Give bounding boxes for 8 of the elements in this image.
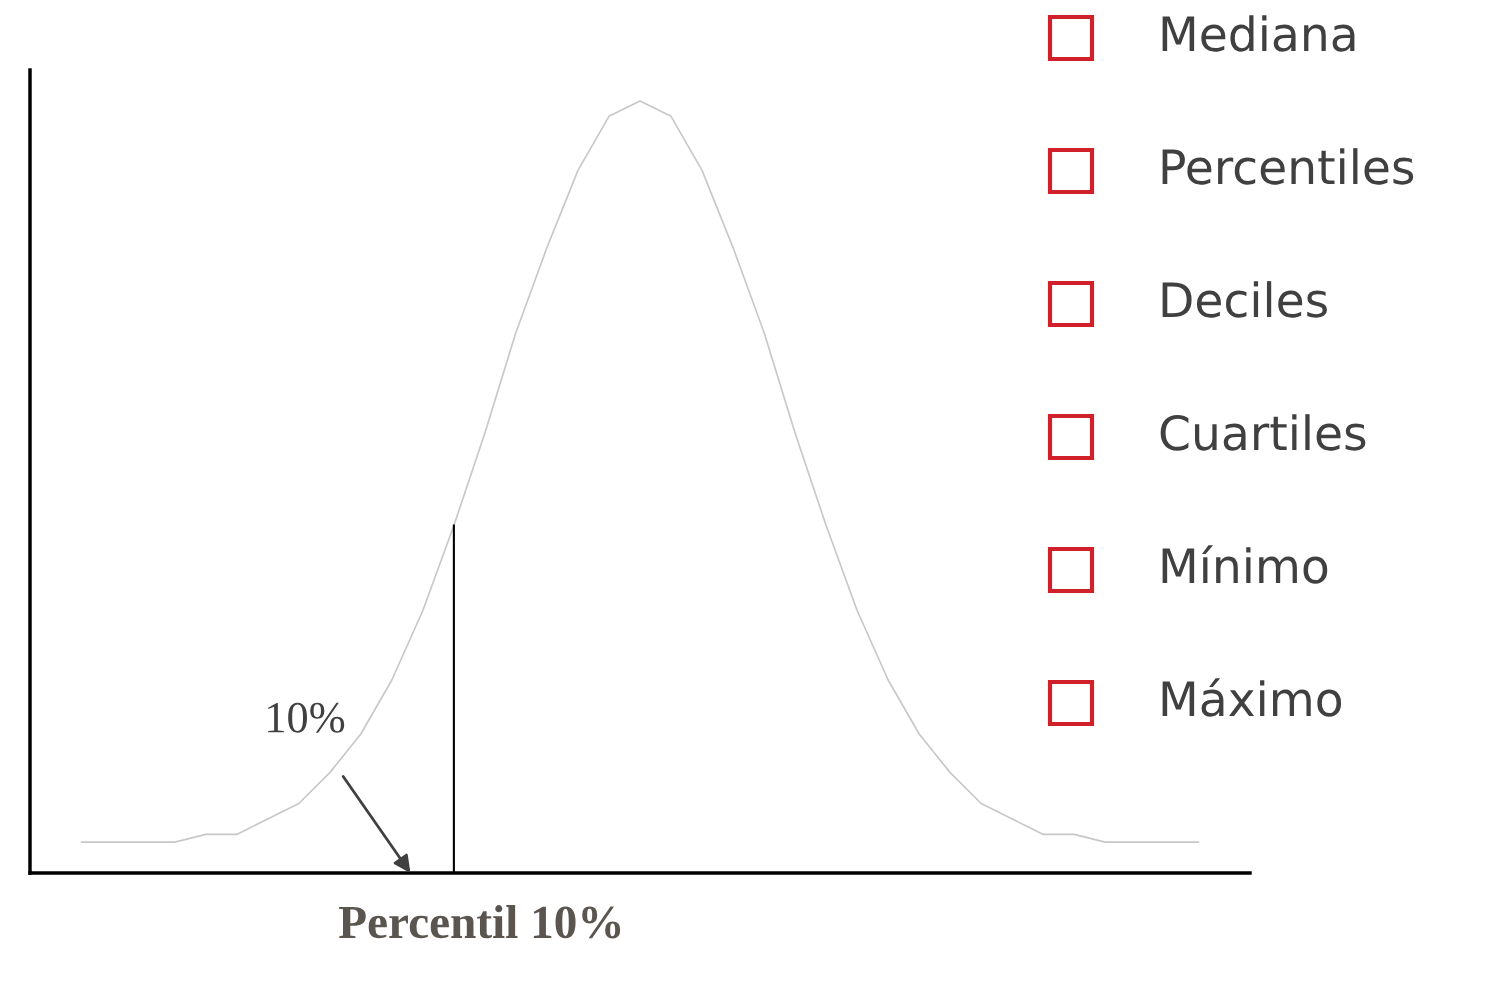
annotation: Máximo (1162, 678, 1342, 717)
annotation: Cuartiles (1160, 414, 1366, 451)
annotation: 10% (268, 702, 345, 733)
text: Mediana (1162, 15, 1355, 52)
annotation: Deciles (1162, 281, 1327, 318)
annotation: Percentiles (1162, 148, 1414, 185)
x-axis-title: Percentil 10% (339, 905, 621, 939)
annotation: Mínimo (1162, 545, 1328, 584)
